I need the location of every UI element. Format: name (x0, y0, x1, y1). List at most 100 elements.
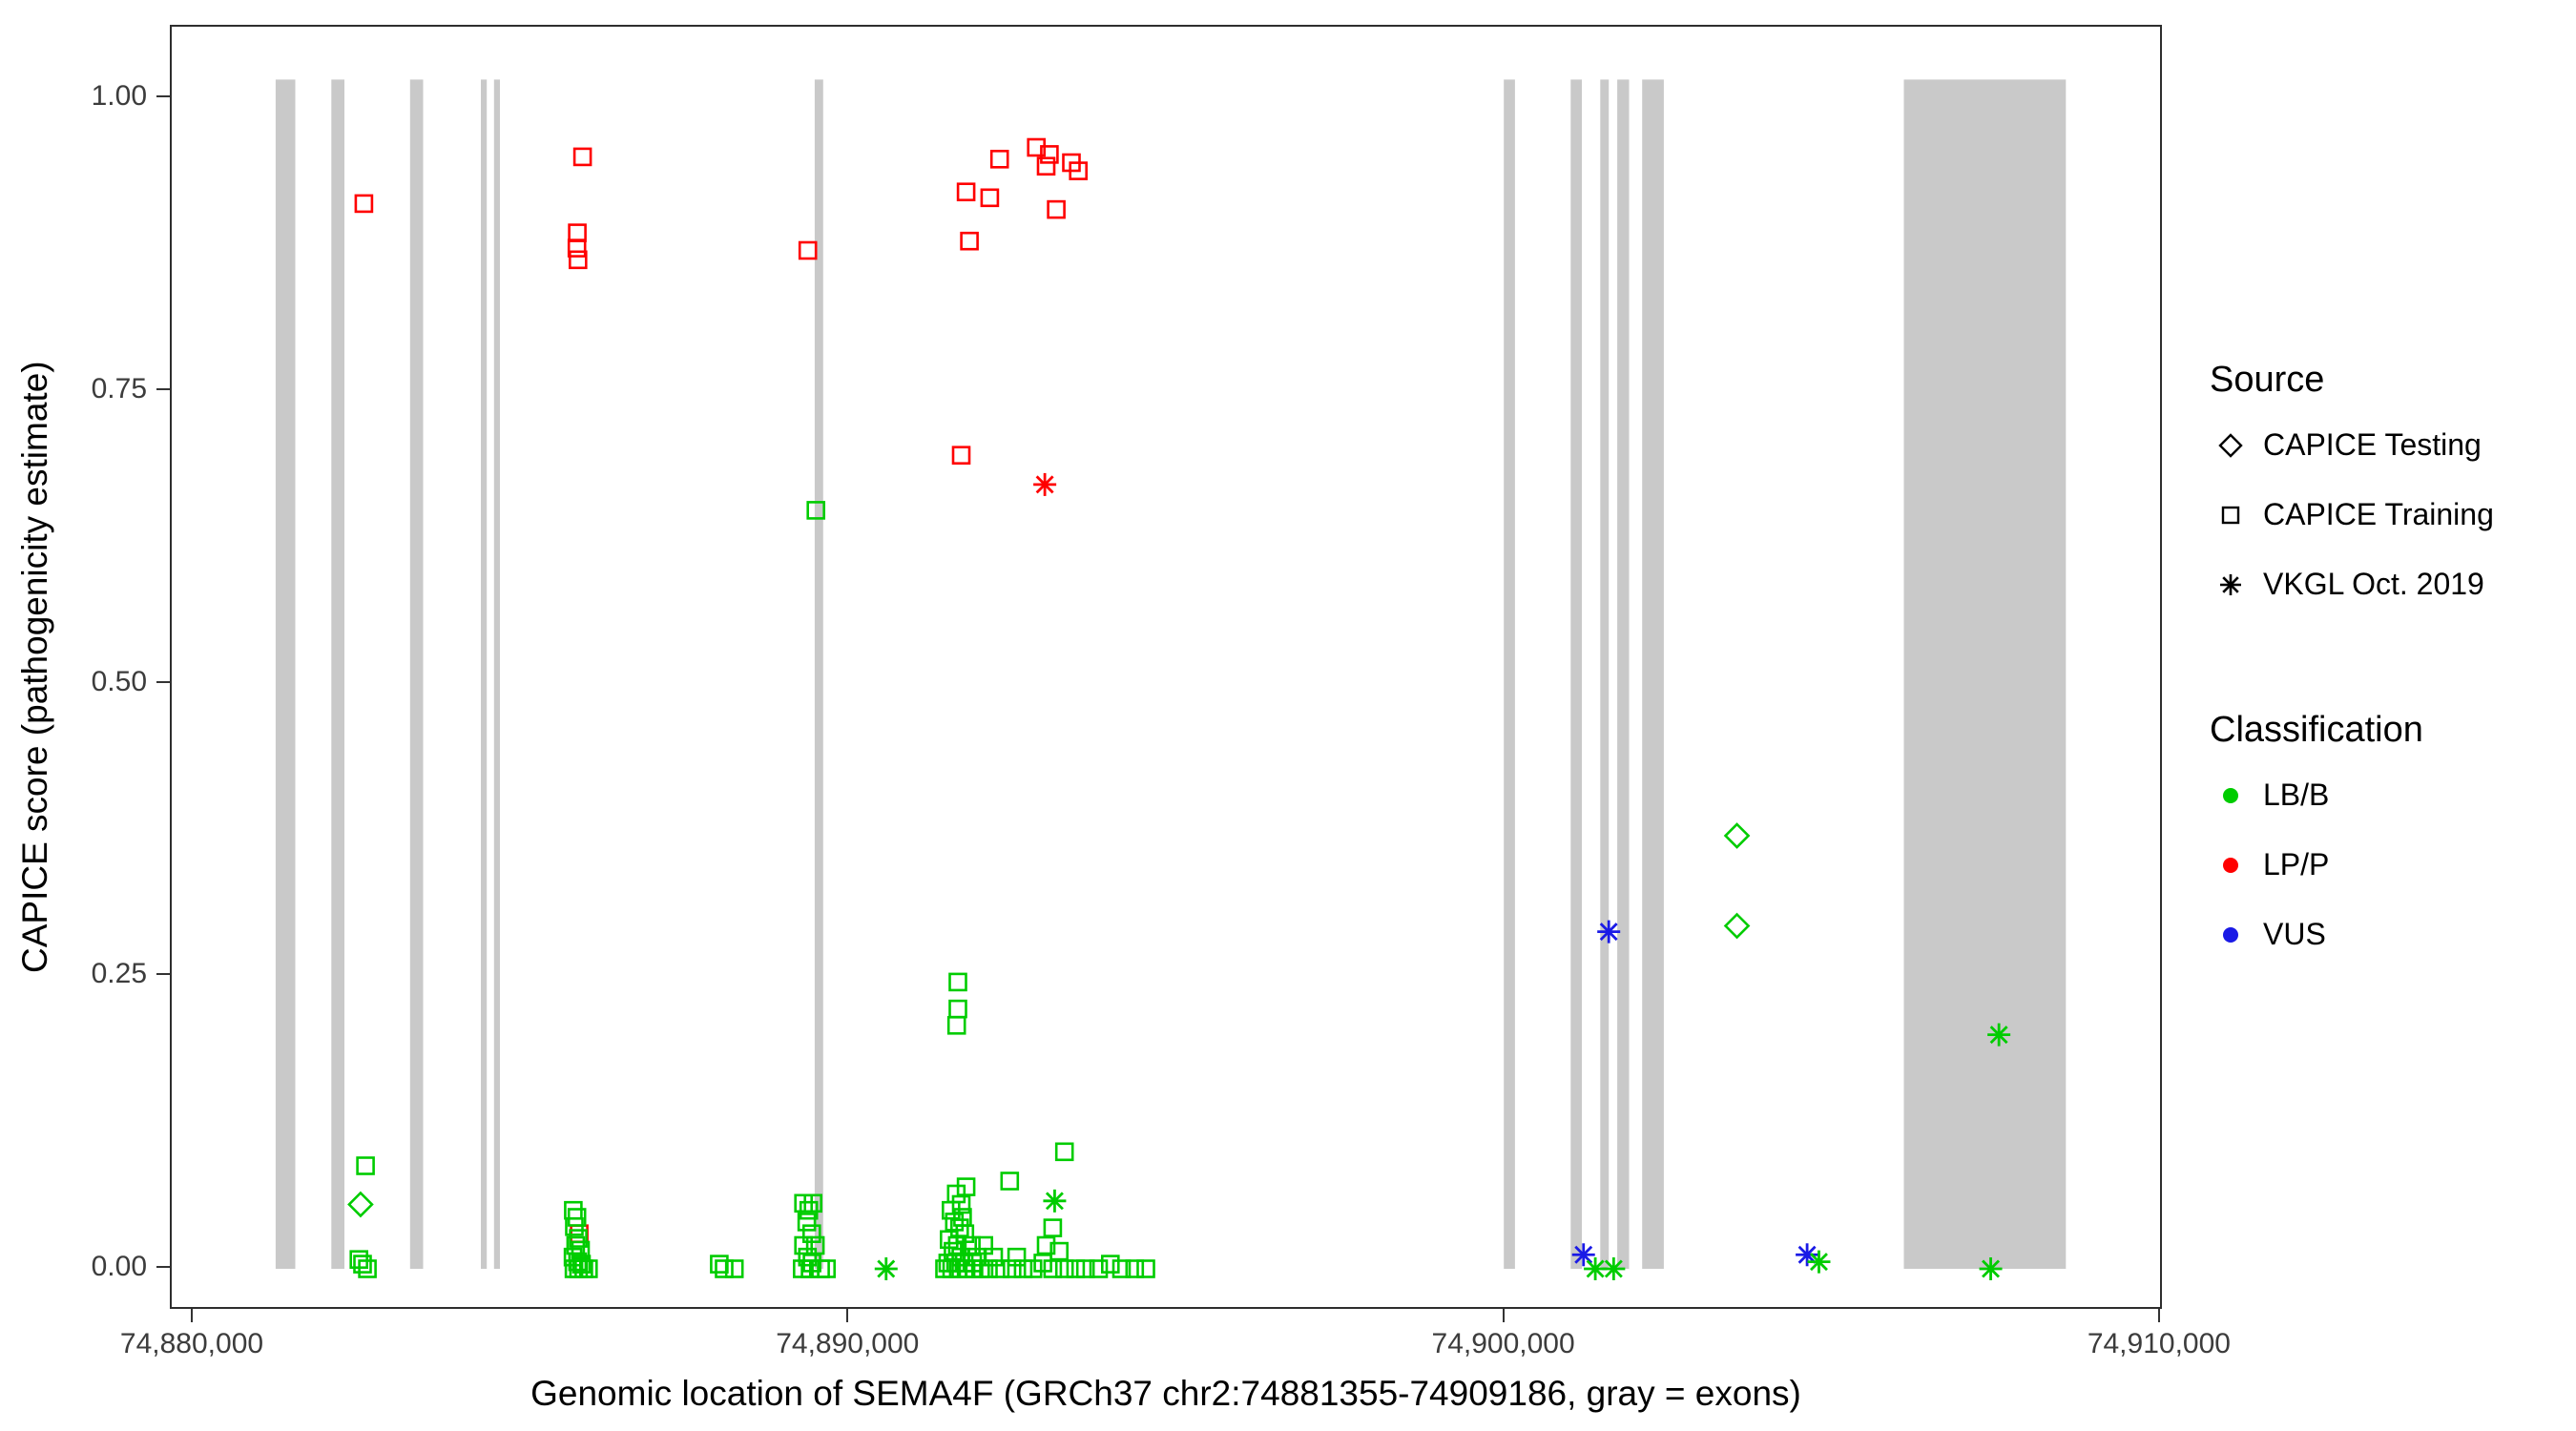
x-axis-tick-label: 74,910,000 (2087, 1328, 2231, 1359)
legend-source-item: CAPICE Testing (2210, 410, 2576, 480)
data-point-square (979, 1259, 998, 1278)
data-point-square (817, 1259, 837, 1278)
y-axis-tick-label: 0.50 (91, 665, 147, 697)
data-point-asterisk (1987, 1023, 2011, 1047)
data-point-asterisk (1796, 1243, 1819, 1267)
data-point-asterisk (1571, 1243, 1595, 1267)
y-axis-tick-label: 0.75 (91, 372, 147, 404)
legend-classification-label: VUS (2263, 917, 2326, 951)
data-point-square (358, 1259, 377, 1278)
square-icon (2221, 506, 2240, 524)
x-axis-tick (2157, 1309, 2160, 1322)
exon-region (1600, 79, 1610, 1269)
exon-region (409, 79, 424, 1269)
legend-source-title: Source (2210, 360, 2325, 400)
data-point-square (578, 1259, 598, 1278)
data-point-diamond (347, 1191, 374, 1218)
legend-source-label: VKGL Oct. 2019 (2263, 567, 2484, 601)
data-point-square (990, 1259, 1010, 1278)
legend-source-label: CAPICE Testing (2263, 427, 2482, 462)
exon-region (1903, 79, 2067, 1269)
legend-classification-items: LB/B LP/P VUS (2210, 760, 2576, 969)
data-point-square (980, 188, 1000, 208)
color-dot-icon (2223, 926, 2238, 943)
data-point-square (1066, 1259, 1086, 1278)
data-point-square (356, 1156, 375, 1175)
data-point-square (797, 1213, 817, 1232)
data-point-asterisk (874, 1257, 898, 1280)
color-dot-icon (2223, 857, 2238, 873)
diamond-icon (2218, 432, 2243, 458)
data-point-square (565, 1217, 584, 1236)
data-point-square (1054, 1259, 1074, 1278)
data-point-asterisk (1979, 1257, 2003, 1280)
data-point-square (946, 1016, 966, 1035)
exon-region (1617, 79, 1630, 1269)
x-axis-tick-label: 74,890,000 (776, 1328, 920, 1359)
data-point-square (710, 1255, 729, 1274)
asterisk-icon (2220, 573, 2241, 595)
data-point-square (572, 147, 592, 167)
data-point-square (1013, 1259, 1033, 1278)
data-point-square (1069, 161, 1089, 180)
data-point-square (1043, 1259, 1063, 1278)
y-axis-tick-label: 0.25 (91, 958, 147, 990)
y-axis-tick (156, 680, 170, 683)
data-point-square (945, 1213, 965, 1232)
data-point-square (1100, 1255, 1120, 1274)
exon-region (493, 79, 500, 1269)
data-point-square (567, 238, 587, 258)
legend-source-item: CAPICE Training (2210, 480, 2576, 550)
x-axis-tick (1502, 1309, 1505, 1322)
data-point-square (1000, 1172, 1020, 1191)
data-point-square (724, 1259, 744, 1278)
data-point-square (1040, 145, 1059, 164)
data-point-asterisk (1033, 472, 1057, 496)
data-point-square (984, 1247, 1004, 1267)
exon-region (1570, 79, 1582, 1269)
exon-region (1642, 79, 1664, 1269)
data-point-square (1043, 1218, 1063, 1237)
data-point-asterisk (1602, 1257, 1626, 1280)
data-point-square (354, 194, 374, 214)
exon-region (1504, 79, 1515, 1269)
data-point-diamond (1723, 822, 1751, 849)
legend-source-label: CAPICE Training (2263, 497, 2494, 531)
plot-area (275, 79, 2067, 1280)
data-point-square (948, 999, 967, 1019)
data-point-square (1054, 1142, 1074, 1162)
legend-classification-label: LP/P (2263, 847, 2330, 881)
data-point-square (568, 250, 588, 270)
x-axis-tick (191, 1309, 193, 1322)
exon-region (275, 79, 296, 1269)
data-point-square (1023, 1259, 1043, 1278)
x-axis-tick (846, 1309, 849, 1322)
legend-classification-item: VUS (2210, 900, 2576, 969)
data-point-square (715, 1259, 734, 1278)
data-point-square (794, 1235, 814, 1255)
data-point-square (567, 1208, 587, 1227)
data-point-square (1136, 1259, 1155, 1278)
legend-classification-label: LB/B (2263, 778, 2330, 812)
y-axis-tick (156, 1266, 170, 1268)
data-point-square (568, 223, 587, 242)
data-point-square (1036, 156, 1056, 176)
data-point-square (798, 240, 818, 260)
x-axis-title: Genomic location of SEMA4F (GRCh37 chr2:… (530, 1374, 1801, 1413)
data-point-square (951, 446, 971, 466)
x-axis-tick-label: 74,900,000 (1431, 1328, 1575, 1359)
x-axis-tick-label: 74,880,000 (119, 1328, 264, 1359)
data-point-square (949, 1218, 969, 1237)
data-point-square (956, 182, 976, 201)
y-axis-tick (156, 387, 170, 390)
exon-region (481, 79, 488, 1269)
data-point-asterisk (1807, 1250, 1831, 1274)
data-point-asterisk (1043, 1189, 1067, 1213)
data-point-diamond (1723, 912, 1751, 940)
y-axis-tick-label: 0.00 (91, 1251, 147, 1282)
data-point-square (1111, 1259, 1132, 1278)
data-point-square (1125, 1259, 1145, 1278)
data-point-square (799, 1200, 819, 1220)
data-point-square (960, 231, 979, 251)
